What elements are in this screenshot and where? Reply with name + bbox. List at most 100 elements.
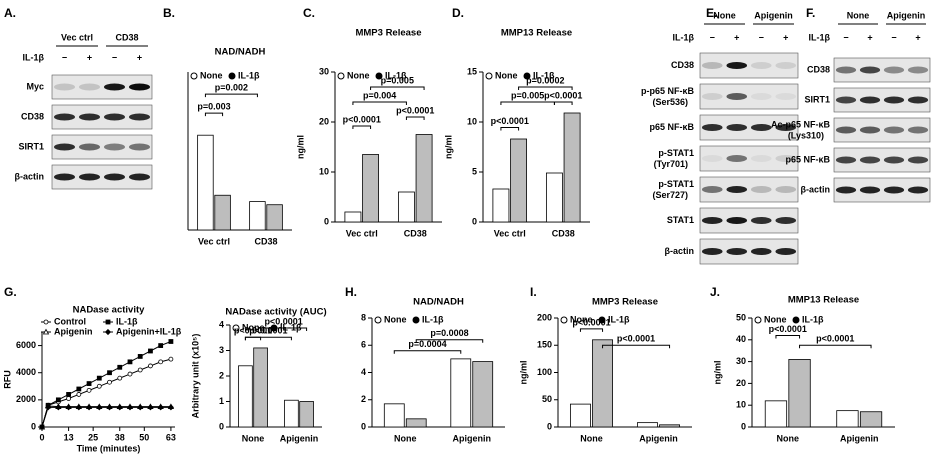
chart-title: NAD/NADH (215, 47, 266, 58)
blot-band (775, 93, 797, 100)
group-label: None (713, 10, 736, 20)
x-tick-label: 13 (64, 432, 74, 442)
y-tick-label: 4 (219, 319, 224, 329)
blot-band (129, 143, 150, 151)
blot-band (775, 248, 797, 255)
legend-symbol (43, 319, 49, 325)
x-tick-label: CD38 (254, 236, 277, 246)
row-label: Ac-p65 NF-κB (771, 119, 831, 129)
y-tick-label: 2000 (16, 394, 36, 404)
blot-band (79, 173, 100, 181)
y-tick-label: 30 (736, 356, 746, 366)
point (117, 375, 123, 381)
bar (197, 134, 214, 231)
significance-bracket (352, 101, 407, 105)
significance-label: p<0.0001 (396, 105, 434, 115)
line (41, 358, 172, 428)
point (168, 339, 174, 344)
y-tick-label: 50 (736, 312, 746, 322)
x-tick-label: 25 (88, 432, 98, 442)
legend-symbol (104, 328, 112, 336)
treatment-label: IL-1β (673, 32, 695, 42)
blot-band (835, 126, 857, 134)
chart-title: MMP3 Release (592, 297, 658, 308)
bar (788, 359, 811, 428)
point (147, 404, 154, 411)
blot-band (726, 93, 748, 100)
row-label: SIRT1 (18, 141, 44, 151)
treatment-sign: − (112, 52, 117, 62)
significance-bracket (799, 344, 872, 349)
bar (450, 358, 472, 428)
significance-label: p=0.0002 (526, 75, 564, 85)
y-tick-label: 0 (547, 421, 552, 431)
treatment-sign: + (87, 52, 92, 62)
panel-letter: J. (710, 285, 720, 299)
blot-band (54, 113, 75, 121)
legend-label: IL-1β (238, 70, 260, 80)
x-axis-label: Time (minutes) (77, 443, 141, 453)
blot-band (129, 83, 150, 91)
y-tick-label: 1 (219, 396, 224, 406)
blot-band (750, 93, 772, 100)
y-tick-label: 10 (467, 116, 477, 126)
point (55, 397, 61, 403)
y-tick-label: 150 (537, 340, 552, 350)
significance-label: p=0.0008 (430, 328, 468, 338)
treatment-label: IL-1β (809, 32, 831, 42)
blot-band (883, 66, 905, 74)
legend-symbol (523, 72, 531, 80)
row-sublabel: (Ser536) (652, 97, 688, 107)
y-axis-label: ng/ml (295, 135, 305, 159)
point (106, 404, 113, 411)
blot-band (79, 143, 100, 151)
blot-strip (699, 145, 799, 172)
row-label: STAT1 (667, 215, 694, 225)
point (107, 370, 112, 376)
blot-band (129, 173, 150, 181)
point (148, 363, 153, 369)
significance-bracket (204, 93, 258, 98)
bar (836, 410, 859, 428)
legend-symbol (232, 324, 240, 332)
point (158, 343, 164, 348)
legend-symbol (412, 316, 420, 324)
significance-label: p<0.0001 (769, 324, 807, 334)
point (127, 371, 133, 377)
chart-title: MMP13 Release (788, 295, 859, 306)
y-tick-label: 2 (219, 370, 224, 380)
y-axis-label: ng/ml (518, 361, 528, 385)
legend-symbol (754, 316, 762, 324)
row-sublabel: (Ser727) (652, 190, 688, 200)
bar (569, 403, 591, 428)
significance-bracket (775, 334, 801, 339)
group-label: Vec ctrl (61, 32, 93, 42)
bar (253, 347, 268, 428)
y-tick-label: 50 (542, 394, 552, 404)
significance-label: p=0.005 (511, 90, 544, 100)
legend-label: IL-1β (608, 314, 630, 324)
chart-title: MMP13 Release (501, 28, 572, 39)
y-axis-label: ng/ml (443, 135, 453, 159)
bar (383, 403, 405, 428)
blot-band (701, 155, 723, 162)
treatment-sign: + (734, 32, 739, 42)
point (167, 404, 174, 411)
chart-title: MMP3 Release (355, 28, 421, 39)
point (116, 404, 123, 411)
legend-symbol (105, 319, 111, 325)
panel-letter: F. (806, 6, 815, 20)
blot-band (750, 248, 772, 255)
x-tick-label: 50 (139, 432, 149, 442)
group-label: Apigenin (754, 10, 793, 20)
significance-bracket (579, 328, 604, 332)
y-tick-label: 0 (219, 421, 224, 431)
x-tick-label: Apigenin (840, 433, 879, 443)
point (65, 404, 72, 411)
bar (266, 204, 283, 231)
significance-bracket (370, 86, 425, 90)
blot-band (701, 248, 723, 255)
point (168, 356, 174, 362)
panel-letter: G. (4, 285, 17, 299)
significance-bracket (500, 127, 520, 131)
